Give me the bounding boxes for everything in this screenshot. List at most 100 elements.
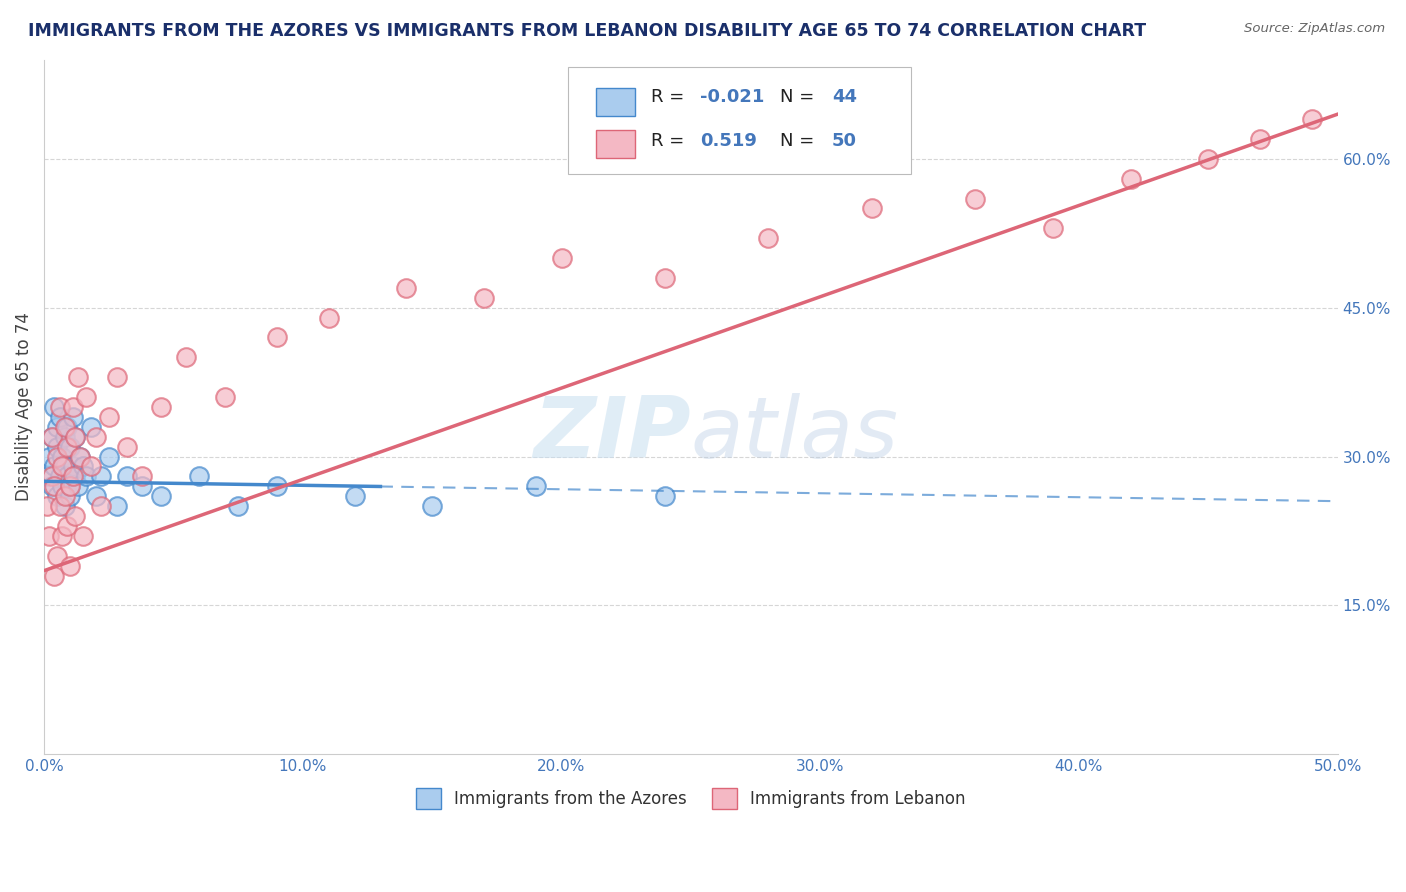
Point: [48, 400, 70, 414]
Y-axis label: Disability Age 65 to 74: Disability Age 65 to 74: [15, 312, 32, 501]
Point: [524, 479, 547, 493]
Point: [62, 400, 84, 414]
Point: [115, 440, 138, 454]
Point: [63, 430, 86, 444]
Point: [35, 469, 58, 483]
Text: R =: R =: [651, 132, 696, 150]
Text: 44: 44: [832, 88, 856, 106]
Text: ZIP: ZIP: [533, 393, 690, 476]
Point: [79, 419, 101, 434]
Point: [46, 419, 69, 434]
Point: [90, 499, 112, 513]
Point: [84, 489, 107, 503]
Text: N =: N =: [780, 132, 820, 150]
Point: [35, 499, 58, 513]
Point: [69, 450, 91, 464]
Point: [51, 450, 73, 464]
Point: [149, 489, 172, 503]
Point: [214, 390, 236, 404]
Point: [62, 469, 84, 483]
Point: [176, 351, 198, 365]
Point: [44, 400, 66, 414]
Point: [90, 469, 112, 483]
FancyBboxPatch shape: [596, 88, 636, 116]
Point: [654, 489, 676, 503]
Point: [48, 469, 70, 483]
Point: [41, 430, 63, 444]
Point: [472, 291, 495, 305]
Point: [59, 479, 82, 493]
Point: [63, 469, 86, 483]
Point: [46, 450, 69, 464]
Point: [59, 479, 82, 493]
Text: atlas: atlas: [690, 393, 898, 476]
Point: [44, 479, 66, 493]
Point: [66, 479, 89, 493]
Point: [105, 499, 128, 513]
Point: [758, 231, 780, 245]
Point: [56, 519, 79, 533]
Point: [343, 489, 366, 503]
Point: [1042, 221, 1064, 235]
Point: [63, 430, 86, 444]
Point: [1301, 112, 1323, 127]
Point: [53, 459, 76, 474]
Point: [75, 469, 97, 483]
Point: [59, 558, 82, 573]
Point: [131, 479, 153, 493]
Text: IMMIGRANTS FROM THE AZORES VS IMMIGRANTS FROM LEBANON DISABILITY AGE 65 TO 74 CO: IMMIGRANTS FROM THE AZORES VS IMMIGRANTS…: [28, 22, 1146, 40]
Point: [56, 440, 79, 454]
Point: [97, 450, 120, 464]
Point: [41, 430, 63, 444]
Point: [1197, 152, 1219, 166]
Point: [48, 499, 70, 513]
Point: [56, 419, 79, 434]
Point: [266, 479, 288, 493]
Point: [860, 202, 883, 216]
Point: [149, 400, 172, 414]
Point: [62, 459, 84, 474]
Point: [420, 499, 443, 513]
Point: [63, 509, 86, 524]
Point: [1119, 171, 1142, 186]
Point: [53, 489, 76, 503]
Point: [38, 529, 60, 543]
FancyBboxPatch shape: [568, 67, 911, 174]
Point: [395, 281, 418, 295]
Point: [56, 469, 79, 483]
Point: [46, 440, 69, 454]
Point: [48, 409, 70, 424]
Legend: Immigrants from the Azores, Immigrants from Lebanon: Immigrants from the Azores, Immigrants f…: [409, 781, 973, 815]
Point: [965, 192, 987, 206]
Point: [84, 430, 107, 444]
Point: [51, 459, 73, 474]
Text: -0.021: -0.021: [700, 88, 765, 106]
Text: 50: 50: [832, 132, 856, 150]
Point: [66, 370, 89, 384]
Point: [62, 409, 84, 424]
Point: [59, 489, 82, 503]
Point: [41, 469, 63, 483]
Point: [75, 390, 97, 404]
Point: [266, 330, 288, 344]
Point: [41, 479, 63, 493]
Point: [97, 409, 120, 424]
Point: [550, 251, 572, 265]
Point: [51, 529, 73, 543]
Point: [46, 489, 69, 503]
Point: [69, 450, 91, 464]
Text: R =: R =: [651, 88, 690, 106]
Point: [105, 370, 128, 384]
Point: [46, 549, 69, 563]
Point: [72, 529, 94, 543]
Point: [72, 459, 94, 474]
Point: [131, 469, 153, 483]
Point: [1249, 132, 1271, 146]
Point: [188, 469, 211, 483]
Point: [44, 459, 66, 474]
Point: [51, 479, 73, 493]
Point: [79, 459, 101, 474]
FancyBboxPatch shape: [596, 130, 636, 158]
Point: [53, 499, 76, 513]
Point: [226, 499, 249, 513]
